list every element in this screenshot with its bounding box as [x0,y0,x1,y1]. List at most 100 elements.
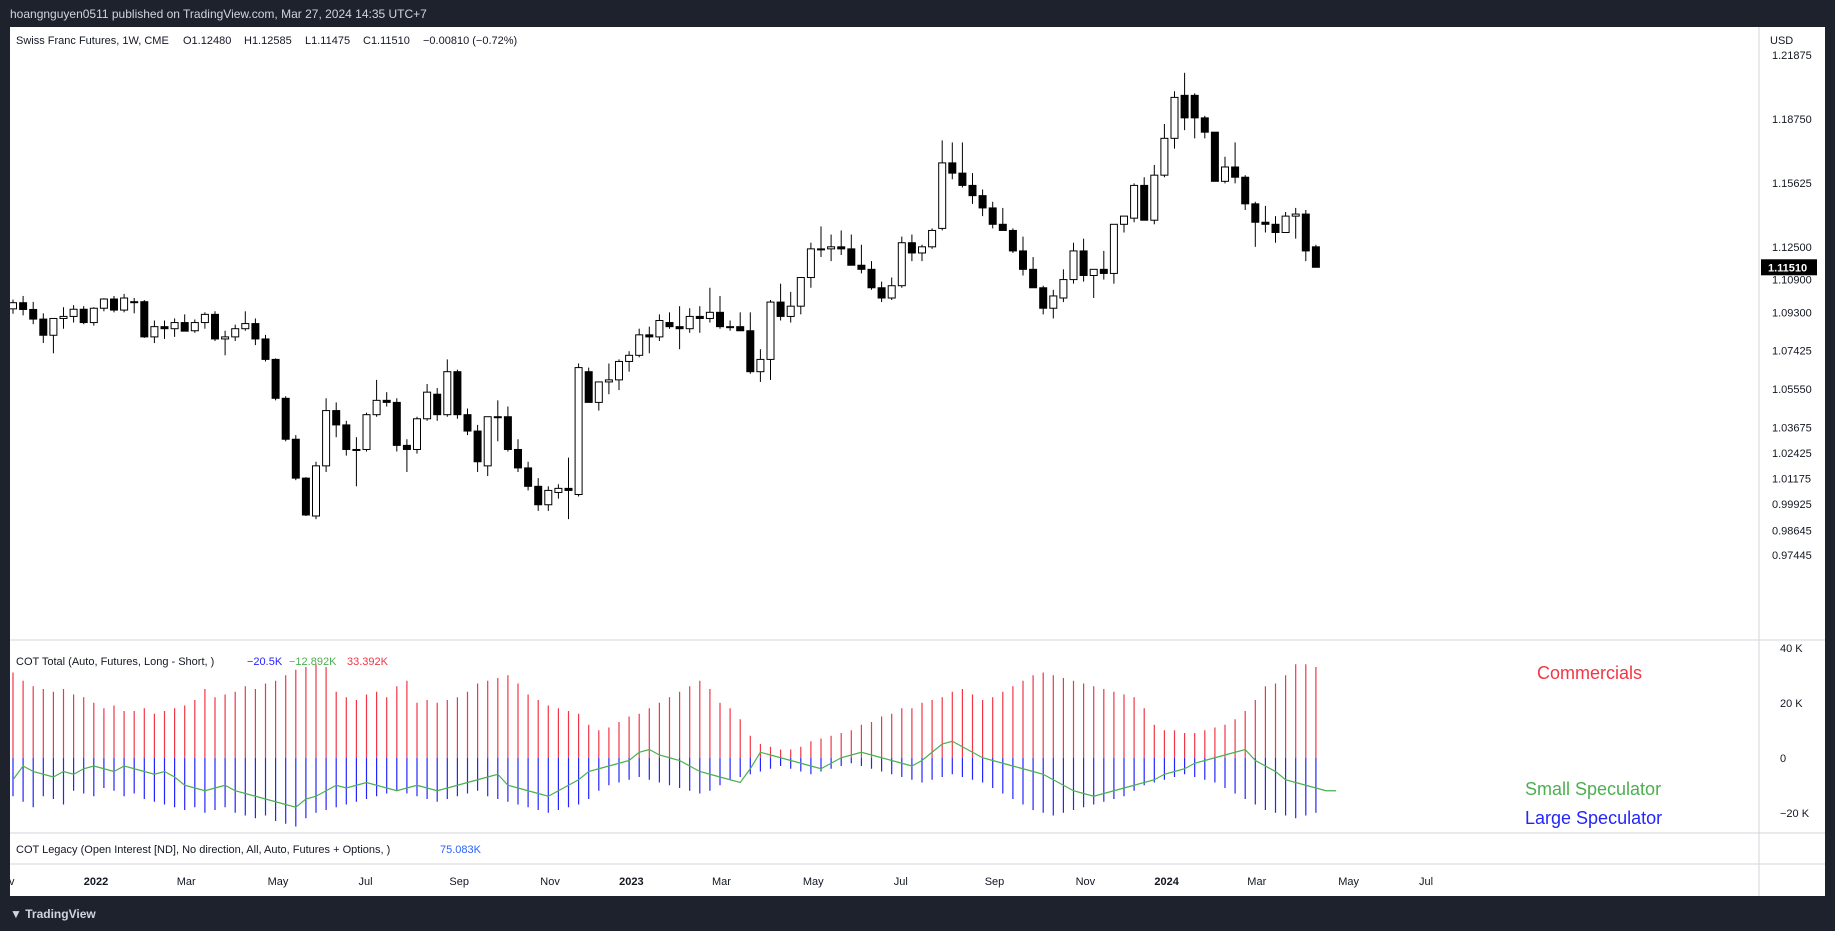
candle [584,367,593,403]
candle [1079,238,1088,282]
cot-total-value-small: −12.892K [289,656,337,668]
candle [89,307,98,326]
candle-body [716,311,724,328]
currency-label[interactable]: USD [1770,35,1793,47]
main-legend-symbol: Swiss Franc Futures, 1W, CME [16,35,169,47]
candle-body [958,172,967,186]
candle [29,301,38,325]
candle [271,358,280,401]
candle [594,381,603,411]
candle [69,305,78,323]
candle [655,314,664,341]
cot-total-pane[interactable]: 40 K 20 K 0 −20 K [12,643,1810,827]
candle-body [483,416,492,467]
candle-body [594,381,603,403]
time-tick-label: Jul [359,876,373,888]
price-axis[interactable]: 1.21875 1.18750 1.15625 1.12500 1.10900 1.093… [1761,50,1817,562]
cot-tick-label: 40 K [1780,643,1803,655]
candle-body [968,184,977,197]
candle-body [200,313,209,324]
candle-body [877,287,886,299]
small-speculator-line [12,740,1337,808]
candle [483,416,492,477]
candle [1160,123,1169,178]
candle-body [10,302,17,310]
candle [1059,269,1068,303]
candle-body [140,301,149,338]
price-tick-label: 1.02425 [1772,448,1812,460]
candle-body [271,358,280,399]
time-axis[interactable]: Nov 2022 Mar May Jul Sep Nov 2023 Mar May Jul Sep No… [10,876,1433,888]
time-tick-label: 2024 [1154,876,1179,888]
price-tick-label: 1.09300 [1772,307,1812,319]
candle [635,328,644,358]
publish-header: hoangnguyen0511 published on TradingView… [0,0,1835,27]
time-tick-label: Mar [177,876,196,888]
candle-body [473,430,482,463]
candle [1150,164,1159,225]
price-tick-label: 0.99925 [1772,499,1812,511]
time-tick-label: Mar [712,876,731,888]
candle [49,317,58,354]
candle [827,234,836,262]
candle-body [1190,94,1199,119]
candle-body [1281,215,1290,233]
candle [918,244,926,262]
candle [503,406,512,452]
candle-body [615,360,623,381]
commercials-annotation: Commercials [1537,663,1642,683]
candle [705,287,714,323]
candle [382,392,391,407]
candle [1231,142,1240,184]
candle [261,334,270,362]
candle-body [433,393,442,416]
tradingview-logo[interactable]: ▼ TradingView [10,907,96,921]
cot-total-value-comm: 33.392K [347,656,389,668]
candle [645,326,654,354]
candle-body [99,298,108,309]
candle-body [1039,287,1048,309]
candle [1049,289,1058,319]
candle-body [1059,279,1068,299]
candle [362,412,371,452]
candle-body [1130,184,1139,219]
candle [1271,216,1280,243]
candle-body [120,297,129,311]
candle-body [1231,166,1240,178]
candle-body [352,448,361,451]
price-tick-label: 0.97445 [1772,550,1812,562]
candle-body [291,438,300,479]
candle-body [554,487,563,493]
candle [110,295,118,313]
candle [675,306,684,350]
candle-body [806,248,815,279]
candle [200,312,209,329]
candle-body [251,323,260,340]
candle [322,398,331,472]
candle [413,416,421,454]
candle [1261,205,1270,233]
candle-body [241,323,250,330]
candle-body [736,326,745,332]
candle [392,398,401,452]
cot-legacy-legend: COT Legacy (Open Interest [ND], No direc… [16,844,390,856]
candle-body [1200,117,1209,133]
last-price-label: 1.11510 [1768,262,1807,274]
candle-body [524,467,533,487]
candle-body [1140,184,1149,221]
candle [877,281,886,303]
candle-body [281,397,290,440]
candle-body [544,489,553,506]
chart-canvas[interactable]: 40 K 20 K 0 −20 K 1.21875 1.18750 1.15625 1.12… [10,27,1825,896]
price-pane[interactable] [10,72,1320,520]
candle [786,291,795,323]
candle [716,295,724,329]
time-tick-label: Nov [10,876,15,888]
candle-body [59,315,68,319]
candle-body [49,317,58,336]
candle-body [261,338,270,360]
candle-body [584,371,593,403]
candle-body [827,246,836,250]
candle-body [1241,176,1250,205]
candle [524,461,533,491]
